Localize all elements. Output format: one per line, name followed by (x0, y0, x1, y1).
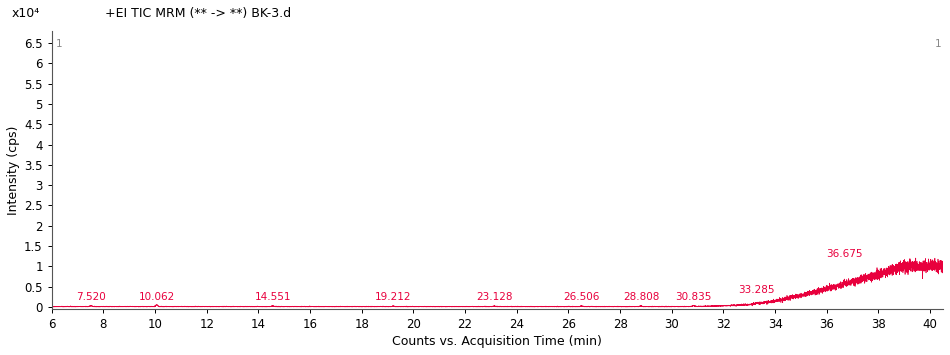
Text: 36.675: 36.675 (826, 249, 863, 259)
Text: x10⁴: x10⁴ (11, 7, 40, 20)
Text: 14.551: 14.551 (255, 292, 291, 302)
Text: 23.128: 23.128 (476, 292, 512, 302)
Text: 1: 1 (935, 39, 941, 49)
Text: 19.212: 19.212 (375, 292, 411, 302)
Text: 28.808: 28.808 (623, 292, 659, 302)
Text: 1: 1 (56, 39, 63, 49)
Text: 10.062: 10.062 (139, 292, 175, 302)
Text: 33.285: 33.285 (738, 285, 775, 295)
X-axis label: Counts vs. Acquisition Time (min): Counts vs. Acquisition Time (min) (392, 335, 602, 348)
Text: 26.506: 26.506 (563, 292, 599, 302)
Text: 7.520: 7.520 (76, 292, 105, 302)
Text: 30.835: 30.835 (675, 292, 712, 302)
Y-axis label: Intensity (cps): Intensity (cps) (7, 125, 20, 214)
Text: +EI TIC MRM (** -> **) BK-3.d: +EI TIC MRM (** -> **) BK-3.d (105, 7, 292, 20)
